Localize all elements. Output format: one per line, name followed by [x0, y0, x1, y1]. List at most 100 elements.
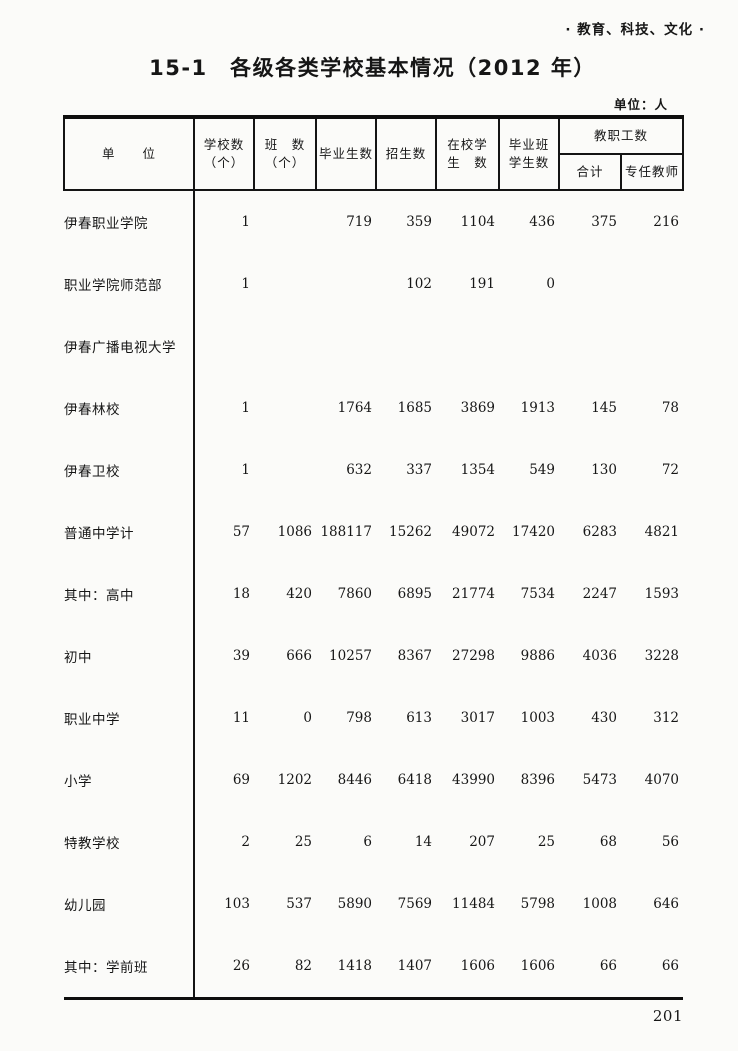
cell-value: 4036 — [582, 648, 617, 664]
cell-value: 1 — [241, 462, 250, 478]
cell-value: 5890 — [337, 896, 372, 912]
cell-value: 145 — [591, 400, 617, 416]
cell-value: 72 — [661, 462, 680, 478]
cell-value: 6283 — [582, 524, 617, 540]
cell-value: 18 — [232, 586, 250, 602]
cell-value: 49072 — [452, 524, 495, 540]
table-row: 伊春职业学院 1 719 359 1104 436 375 216 — [64, 190, 683, 253]
row-label: 职业学院师范部 — [64, 253, 195, 315]
cell-value — [499, 315, 559, 377]
cell-value — [254, 377, 316, 439]
cell-value: 188117 — [320, 524, 372, 540]
col-header-enrollment: 招生数 — [375, 116, 437, 191]
cell-value — [316, 253, 376, 315]
cell-value: 68 — [599, 834, 617, 850]
col-header-students: 在校学 生 数 — [435, 116, 500, 191]
col-header-graduates: 毕业生数 — [315, 116, 377, 191]
cell-value: 6895 — [397, 586, 432, 602]
col-header-classes: 班 数 （个） — [253, 116, 317, 191]
cell-value: 57 — [232, 524, 250, 540]
statistics-table: 单 位 学校数 （个） 班 数 （个） 毕业生数 招生数 在校学 生 数 毕业班 — [63, 115, 685, 1000]
col-header-students-line1: 在校学 — [447, 136, 488, 152]
col-header-schools-line2: （个） — [203, 155, 245, 170]
table-row: 初中 39 666 10257 8367 27298 9886 4036 3228 — [64, 625, 683, 687]
cell-value: 14 — [414, 834, 432, 850]
cell-value: 5473 — [582, 772, 617, 788]
col-header-unit: 单 位 — [63, 116, 195, 191]
cell-value: 8446 — [337, 772, 372, 788]
cell-value: 337 — [406, 462, 432, 478]
cell-value: 66 — [661, 958, 680, 974]
row-label: 伊春广播电视大学 — [64, 315, 195, 377]
table-row: 伊春卫校 1 632 337 1354 549 130 72 — [64, 439, 683, 501]
cell-value: 1008 — [582, 896, 617, 912]
table-row: 职业中学 11 0 798 613 3017 1003 430 312 — [64, 687, 683, 749]
cell-value — [316, 315, 376, 377]
cell-value — [559, 253, 621, 315]
col-header-staff-total: 合计 — [558, 153, 622, 191]
cell-value: 359 — [406, 214, 432, 230]
cell-value: 798 — [346, 710, 372, 726]
cell-value: 25 — [537, 834, 555, 850]
cell-value: 102 — [406, 276, 432, 292]
cell-value: 21774 — [452, 586, 495, 602]
cell-value: 1 — [241, 214, 250, 230]
table-row: 其中：高中 18 420 7860 6895 21774 7534 2247 1593 — [64, 563, 683, 625]
cell-value: 25 — [294, 834, 312, 850]
chapter-tag: · 教育、科技、文化 · — [565, 22, 705, 38]
cell-value: 3017 — [460, 710, 495, 726]
cell-value: 5798 — [520, 896, 555, 912]
cell-value: 17420 — [512, 524, 555, 540]
cell-value: 82 — [294, 958, 312, 974]
col-header-classes-line2: （个） — [264, 155, 306, 170]
cell-value: 3869 — [460, 400, 495, 416]
table-row: 伊春林校 1 1764 1685 3869 1913 145 78 — [64, 377, 683, 439]
cell-value: 3228 — [644, 648, 680, 664]
cell-value: 130 — [591, 462, 617, 478]
cell-value — [376, 315, 436, 377]
cell-value — [621, 253, 683, 315]
cell-value: 207 — [469, 834, 495, 850]
cell-value: 1685 — [397, 400, 432, 416]
page-title: 15-1 各级各类学校基本情况（2012 年） — [149, 56, 596, 80]
table-row: 普通中学计 57 1086 188117 15262 49072 17420 6283 4821 — [64, 501, 683, 563]
cell-value: 1354 — [460, 462, 495, 478]
cell-value: 1418 — [337, 958, 372, 974]
unit-note: 单位：人 — [613, 97, 668, 112]
cell-value: 1913 — [520, 400, 555, 416]
row-label: 职业中学 — [64, 687, 195, 749]
cell-value: 719 — [346, 214, 372, 230]
cell-value: 103 — [224, 896, 250, 912]
col-header-grad-class: 毕业班 学生数 — [498, 116, 560, 191]
cell-value: 1086 — [277, 524, 312, 540]
cell-value: 7569 — [397, 896, 432, 912]
cell-value: 0 — [303, 710, 312, 726]
cell-value — [621, 315, 683, 377]
table-header: 单 位 学校数 （个） 班 数 （个） 毕业生数 招生数 在校学 生 数 毕业班 — [63, 116, 685, 191]
cell-value: 78 — [661, 400, 680, 416]
cell-value: 6418 — [397, 772, 432, 788]
cell-value: 1 — [241, 400, 250, 416]
col-header-grad-class-line2: 学生数 — [508, 155, 550, 170]
table-row: 幼儿园 103 537 5890 7569 11484 5798 1008 646 — [64, 873, 683, 935]
cell-value: 56 — [661, 834, 680, 850]
cell-value: 1606 — [520, 958, 555, 974]
cell-value: 4070 — [644, 772, 680, 788]
row-label: 伊春林校 — [64, 377, 195, 439]
col-header-students-line2: 生 数 — [447, 155, 488, 170]
col-header-staff-group: 教职工数 — [557, 116, 685, 155]
cell-value: 4821 — [644, 524, 680, 540]
cell-value: 1202 — [277, 772, 312, 788]
cell-value — [559, 315, 621, 377]
cell-value: 613 — [406, 710, 432, 726]
cell-value: 1606 — [460, 958, 495, 974]
cell-value — [254, 253, 316, 315]
cell-value: 1003 — [520, 710, 555, 726]
cell-value: 10257 — [329, 648, 372, 664]
cell-value — [254, 315, 316, 377]
table-body: 伊春职业学院 1 719 359 1104 436 375 216 职业学院师范部 1 102 191… — [64, 190, 683, 999]
cell-value: 375 — [591, 214, 617, 230]
table-row: 小学 69 1202 8446 6418 43990 8396 5473 4070 — [64, 749, 683, 811]
cell-value: 420 — [286, 586, 312, 602]
